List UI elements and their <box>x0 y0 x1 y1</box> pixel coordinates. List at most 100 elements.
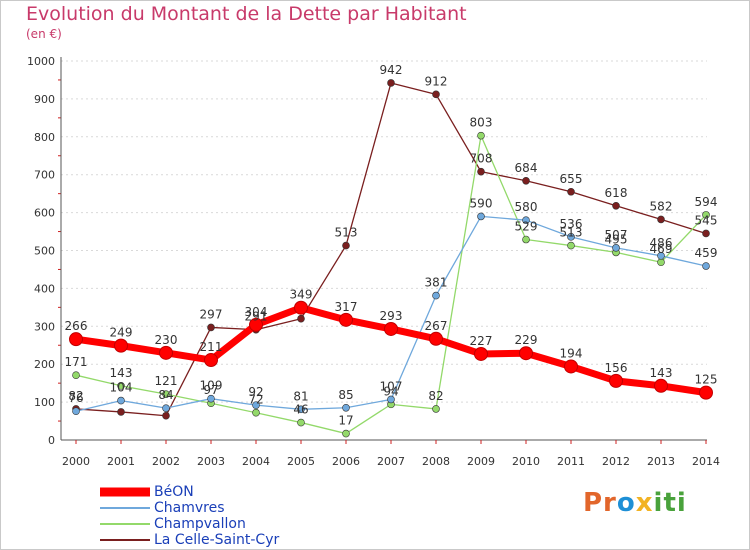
series-point-3 <box>613 202 620 209</box>
series-point-1 <box>433 292 440 299</box>
series-point-2 <box>658 259 665 266</box>
data-label-0: 266 <box>65 319 88 333</box>
x-tick-label-2007: 2007 <box>377 455 405 468</box>
data-label-2: 17 <box>338 414 353 428</box>
legend-swatch-la-celle-saint-cyr <box>100 539 150 541</box>
series-point-1 <box>478 213 485 220</box>
series-point-3 <box>163 412 170 419</box>
series-point-0 <box>700 386 713 399</box>
series-point-0 <box>205 354 218 367</box>
series-point-2 <box>343 430 350 437</box>
series-point-1 <box>118 397 125 404</box>
data-label-2: 143 <box>110 366 133 380</box>
data-label-1: 104 <box>110 381 133 395</box>
data-label-0: 125 <box>695 373 718 387</box>
series-point-2 <box>298 419 305 426</box>
x-tick-label-2008: 2008 <box>422 455 450 468</box>
y-tick-label-1000: 1000 <box>27 55 55 68</box>
data-label-2: 803 <box>470 116 493 130</box>
series-point-0 <box>115 339 128 352</box>
series-point-3 <box>433 91 440 98</box>
x-tick-label-2009: 2009 <box>467 455 495 468</box>
data-label-1: 92 <box>248 385 263 399</box>
series-point-0 <box>475 347 488 360</box>
data-label-3: 655 <box>560 172 583 186</box>
series-point-3 <box>478 168 485 175</box>
series-point-2 <box>73 372 80 379</box>
x-tick-label-2004: 2004 <box>242 455 270 468</box>
data-label-2: 46 <box>293 403 308 417</box>
data-label-1: 84 <box>158 388 173 402</box>
series-point-0 <box>610 374 623 387</box>
legend-label-champvallon: Champvallon <box>154 516 246 532</box>
series-point-3 <box>298 315 305 322</box>
series-point-0 <box>655 379 668 392</box>
series-point-2 <box>478 132 485 139</box>
series-point-3 <box>568 188 575 195</box>
data-label-1: 381 <box>425 276 448 290</box>
legend-label-chamvres: Chamvres <box>154 500 225 516</box>
x-tick-label-2001: 2001 <box>107 455 135 468</box>
data-label-1: 580 <box>515 200 538 214</box>
series-point-3 <box>523 177 530 184</box>
data-label-0: 317 <box>335 300 358 314</box>
y-tick-label-0: 0 <box>48 434 55 447</box>
legend-swatch-champvallon <box>100 523 150 525</box>
x-tick-label-2013: 2013 <box>647 455 675 468</box>
data-label-2: 594 <box>695 195 718 209</box>
x-tick-label-2014: 2014 <box>692 455 720 468</box>
y-tick-label-200: 200 <box>34 358 55 371</box>
x-tick-label-2012: 2012 <box>602 455 630 468</box>
data-label-3: 513 <box>335 226 358 240</box>
series-point-0 <box>430 332 443 345</box>
series-point-3 <box>343 242 350 249</box>
series-point-1 <box>163 405 170 412</box>
x-tick-label-2010: 2010 <box>512 455 540 468</box>
data-label-3: 912 <box>425 74 448 88</box>
data-label-0: 304 <box>245 305 268 319</box>
y-tick-label-900: 900 <box>34 93 55 106</box>
y-tick-label-400: 400 <box>34 282 55 295</box>
x-tick-label-2006: 2006 <box>332 455 360 468</box>
data-label-0: 194 <box>560 346 583 360</box>
series-point-2 <box>568 242 575 249</box>
series-point-0 <box>340 313 353 326</box>
data-label-1: 507 <box>605 228 628 242</box>
data-label-0: 249 <box>110 326 133 340</box>
data-label-2: 121 <box>155 374 178 388</box>
series-point-3 <box>703 230 710 237</box>
legend-swatch-chamvres <box>100 507 150 509</box>
data-label-2: 82 <box>428 389 443 403</box>
x-tick-label-2002: 2002 <box>152 455 180 468</box>
series-point-3 <box>208 324 215 331</box>
series-point-0 <box>160 346 173 359</box>
data-label-2: 171 <box>65 355 88 369</box>
data-label-1: 536 <box>560 217 583 231</box>
data-label-1: 109 <box>200 379 223 393</box>
data-label-3: 942 <box>380 63 403 77</box>
data-label-1: 590 <box>470 196 493 210</box>
data-label-0: 349 <box>290 288 313 302</box>
y-tick-label-600: 600 <box>34 207 55 220</box>
data-label-2: 529 <box>515 220 538 234</box>
data-label-3: 684 <box>515 161 538 175</box>
series-point-0 <box>295 301 308 314</box>
data-label-0: 293 <box>380 309 403 323</box>
proxiti-logo[interactable]: Proxiti <box>583 488 687 518</box>
data-label-0: 230 <box>155 333 178 347</box>
data-label-0: 267 <box>425 319 448 333</box>
data-label-3: 708 <box>470 152 493 166</box>
series-point-1 <box>343 404 350 411</box>
data-label-3: 545 <box>695 213 718 227</box>
data-label-1: 459 <box>695 246 718 260</box>
series-point-1 <box>703 263 710 270</box>
legend-label-la-celle-saint-cyr: La Celle-Saint-Cyr <box>154 532 279 548</box>
data-label-3: 618 <box>605 186 628 200</box>
legend-label-beon: BéON <box>154 484 194 500</box>
data-label-1: 85 <box>338 388 353 402</box>
series-point-3 <box>118 408 125 415</box>
data-label-0: 211 <box>200 340 223 354</box>
data-label-1: 76 <box>68 391 83 405</box>
series-point-3 <box>658 216 665 223</box>
